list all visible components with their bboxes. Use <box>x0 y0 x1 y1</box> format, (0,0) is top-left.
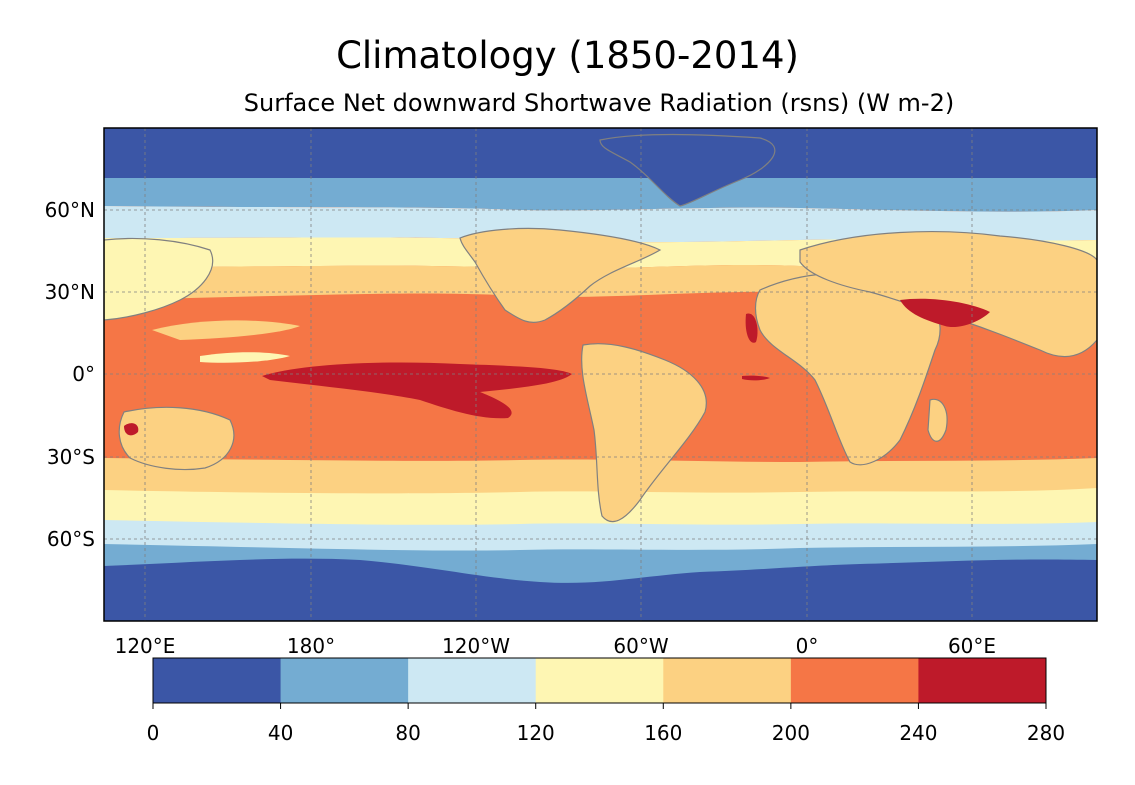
colorbar-frame <box>152 657 1047 704</box>
north-america <box>459 227 662 323</box>
lon-label-180: 180° <box>287 634 335 658</box>
colorbar-swatch <box>408 658 537 703</box>
gridlines <box>104 128 1097 621</box>
lon-label-0: 0° <box>796 634 819 658</box>
colorbar-tick-label: 280 <box>1027 721 1065 745</box>
map-frame <box>103 127 1098 622</box>
west-africa-hotspot <box>745 313 758 343</box>
colorbar-tick-label: 240 <box>899 721 937 745</box>
arabia-hotspot <box>900 298 990 328</box>
lat-label-0: 0° <box>72 362 95 386</box>
colorbar-swatch <box>280 658 409 703</box>
west-pacific-pocket <box>152 320 300 340</box>
colorbar-swatch <box>790 658 919 703</box>
australia <box>118 406 235 471</box>
band-40-80-north <box>104 178 1097 212</box>
map-title: Climatology (1850-2014) <box>336 34 799 77</box>
colorbar-swatch <box>535 658 664 703</box>
madagascar <box>927 398 948 442</box>
lat-label-30n: 30°N <box>45 280 95 304</box>
greenland <box>599 133 776 207</box>
lat-label-60s: 60°S <box>47 527 95 551</box>
lon-label-120w: 120°W <box>442 634 510 658</box>
lon-label-60e: 60°E <box>948 634 996 658</box>
colorbar-swatch <box>663 658 792 703</box>
east-asia <box>104 237 214 321</box>
australia-hotspot <box>124 423 139 436</box>
eurasia <box>799 231 1097 358</box>
warm-pool-pocket <box>200 352 290 363</box>
colorbar-swatch <box>153 658 282 703</box>
lon-label-120e: 120°E <box>115 634 176 658</box>
band-antarctic <box>104 558 1097 621</box>
map-subtitle: Surface Net downward Shortwave Radiation… <box>243 89 955 117</box>
colorbar-swatch <box>918 658 1047 703</box>
lat-label-30s: 30°S <box>47 445 95 469</box>
atlantic-hotspot <box>742 375 770 381</box>
colorbar-tick-label: 160 <box>644 721 682 745</box>
longitude-labels: 120°E 180° 120°W 60°W 0° 60°E <box>115 634 996 658</box>
colorbar-tick-label: 0 <box>147 721 160 745</box>
lat-label-60n: 60°N <box>45 198 95 222</box>
band-80-120-north <box>104 206 1097 243</box>
colorbar-tick-label: 200 <box>772 721 810 745</box>
colorbar-tick-label: 40 <box>268 721 293 745</box>
band-arctic <box>104 128 1097 178</box>
radiation-map <box>104 128 1097 621</box>
colorbar: 0 40 80 120 160 200 240 280 <box>147 657 1065 745</box>
lon-label-60w: 60°W <box>613 634 668 658</box>
colorbar-tick-label: 120 <box>517 721 555 745</box>
equatorial-pacific-hotspot <box>262 362 572 419</box>
latitude-labels: 60°N 30°N 0° 30°S 60°S <box>45 198 95 551</box>
colorbar-tick-label: 80 <box>395 721 420 745</box>
south-america <box>581 343 707 523</box>
